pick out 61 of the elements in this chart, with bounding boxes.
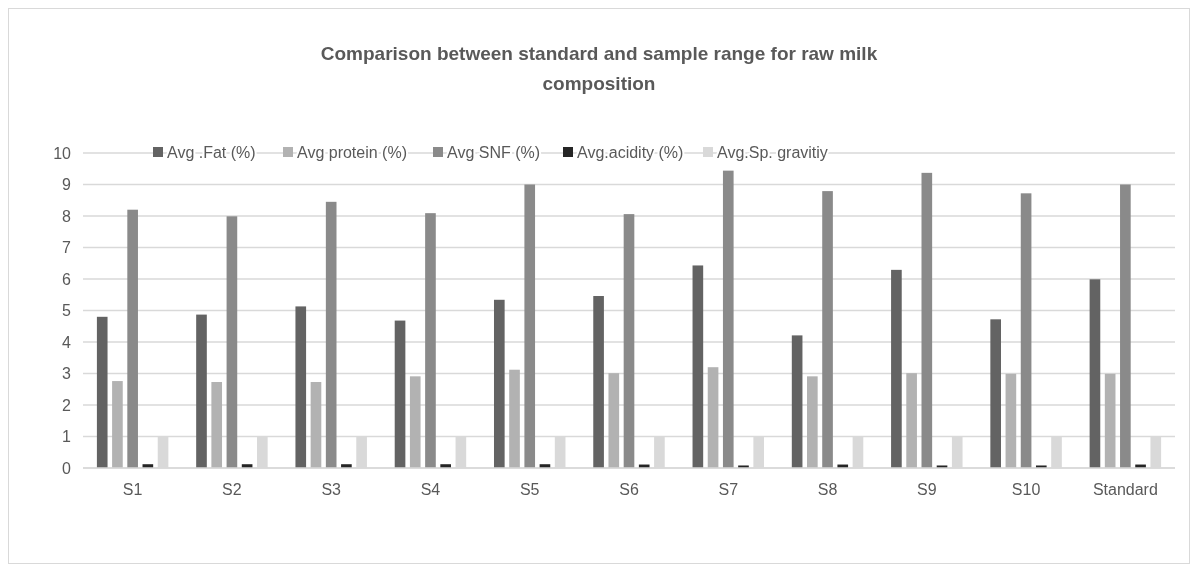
bar — [906, 373, 917, 468]
bar — [1104, 373, 1116, 468]
legend-label: Avg.Sp. gravitiy — [717, 144, 828, 161]
y-tick-label: 2 — [62, 396, 72, 414]
y-tick-label: 4 — [62, 333, 72, 351]
bar — [1020, 193, 1032, 468]
x-tick-label: S6 — [619, 481, 639, 498]
bar — [921, 172, 933, 468]
y-tick-label: 6 — [62, 270, 72, 288]
legend-label: Avg .Fat (%) — [167, 144, 256, 161]
y-tick-label: 8 — [62, 207, 72, 225]
x-tick-label: S8 — [817, 481, 838, 498]
x-tick-label: S3 — [321, 481, 342, 498]
x-tick-label: Standard — [1092, 481, 1158, 498]
legend-label: Avg SNF (%) — [447, 144, 541, 161]
bar — [692, 265, 704, 468]
bar — [891, 269, 902, 468]
x-tick-label: S10 — [1011, 481, 1041, 498]
y-tick-label: 0 — [62, 459, 72, 477]
bar — [394, 320, 406, 468]
bar — [1120, 184, 1131, 468]
x-tick-label: S7 — [718, 481, 739, 498]
bar — [1005, 373, 1017, 468]
x-tick-label: S9 — [917, 481, 937, 498]
bar — [791, 335, 803, 468]
x-tick-label: S4 — [420, 481, 441, 498]
bar — [295, 306, 307, 468]
bar — [822, 191, 833, 468]
bar — [425, 213, 436, 468]
y-tick-label: 5 — [62, 302, 72, 320]
bar — [509, 369, 520, 468]
y-tick-label: 1 — [62, 428, 72, 446]
bar — [608, 373, 620, 468]
bar — [226, 216, 238, 468]
bar — [707, 367, 719, 468]
legend-label: Avg protein (%) — [297, 144, 407, 161]
bar — [211, 382, 223, 468]
bar — [1089, 279, 1101, 468]
x-tick-label: S1 — [122, 481, 143, 498]
bar — [196, 314, 207, 468]
bar — [409, 376, 421, 468]
x-tick-label: S5 — [519, 481, 540, 498]
bar — [96, 316, 108, 468]
y-tick-label: 9 — [62, 176, 72, 194]
bar — [593, 296, 604, 468]
y-tick-label: 10 — [53, 144, 72, 162]
bar — [990, 319, 1001, 468]
bar — [112, 381, 123, 468]
bar — [524, 184, 536, 468]
bar — [325, 201, 337, 468]
bar — [722, 170, 734, 468]
chart-title: Comparison between standard and sample range for raw milk composition — [320, 43, 878, 94]
y-tick-label: 3 — [62, 365, 72, 383]
bar — [310, 382, 322, 468]
bar — [493, 299, 505, 468]
bar — [623, 214, 635, 468]
y-tick-label: 7 — [62, 239, 72, 257]
x-tick-label: S2 — [222, 481, 242, 498]
bar — [127, 209, 138, 468]
bar — [807, 376, 818, 468]
legend-label: Avg.acidity (%) — [577, 144, 684, 161]
